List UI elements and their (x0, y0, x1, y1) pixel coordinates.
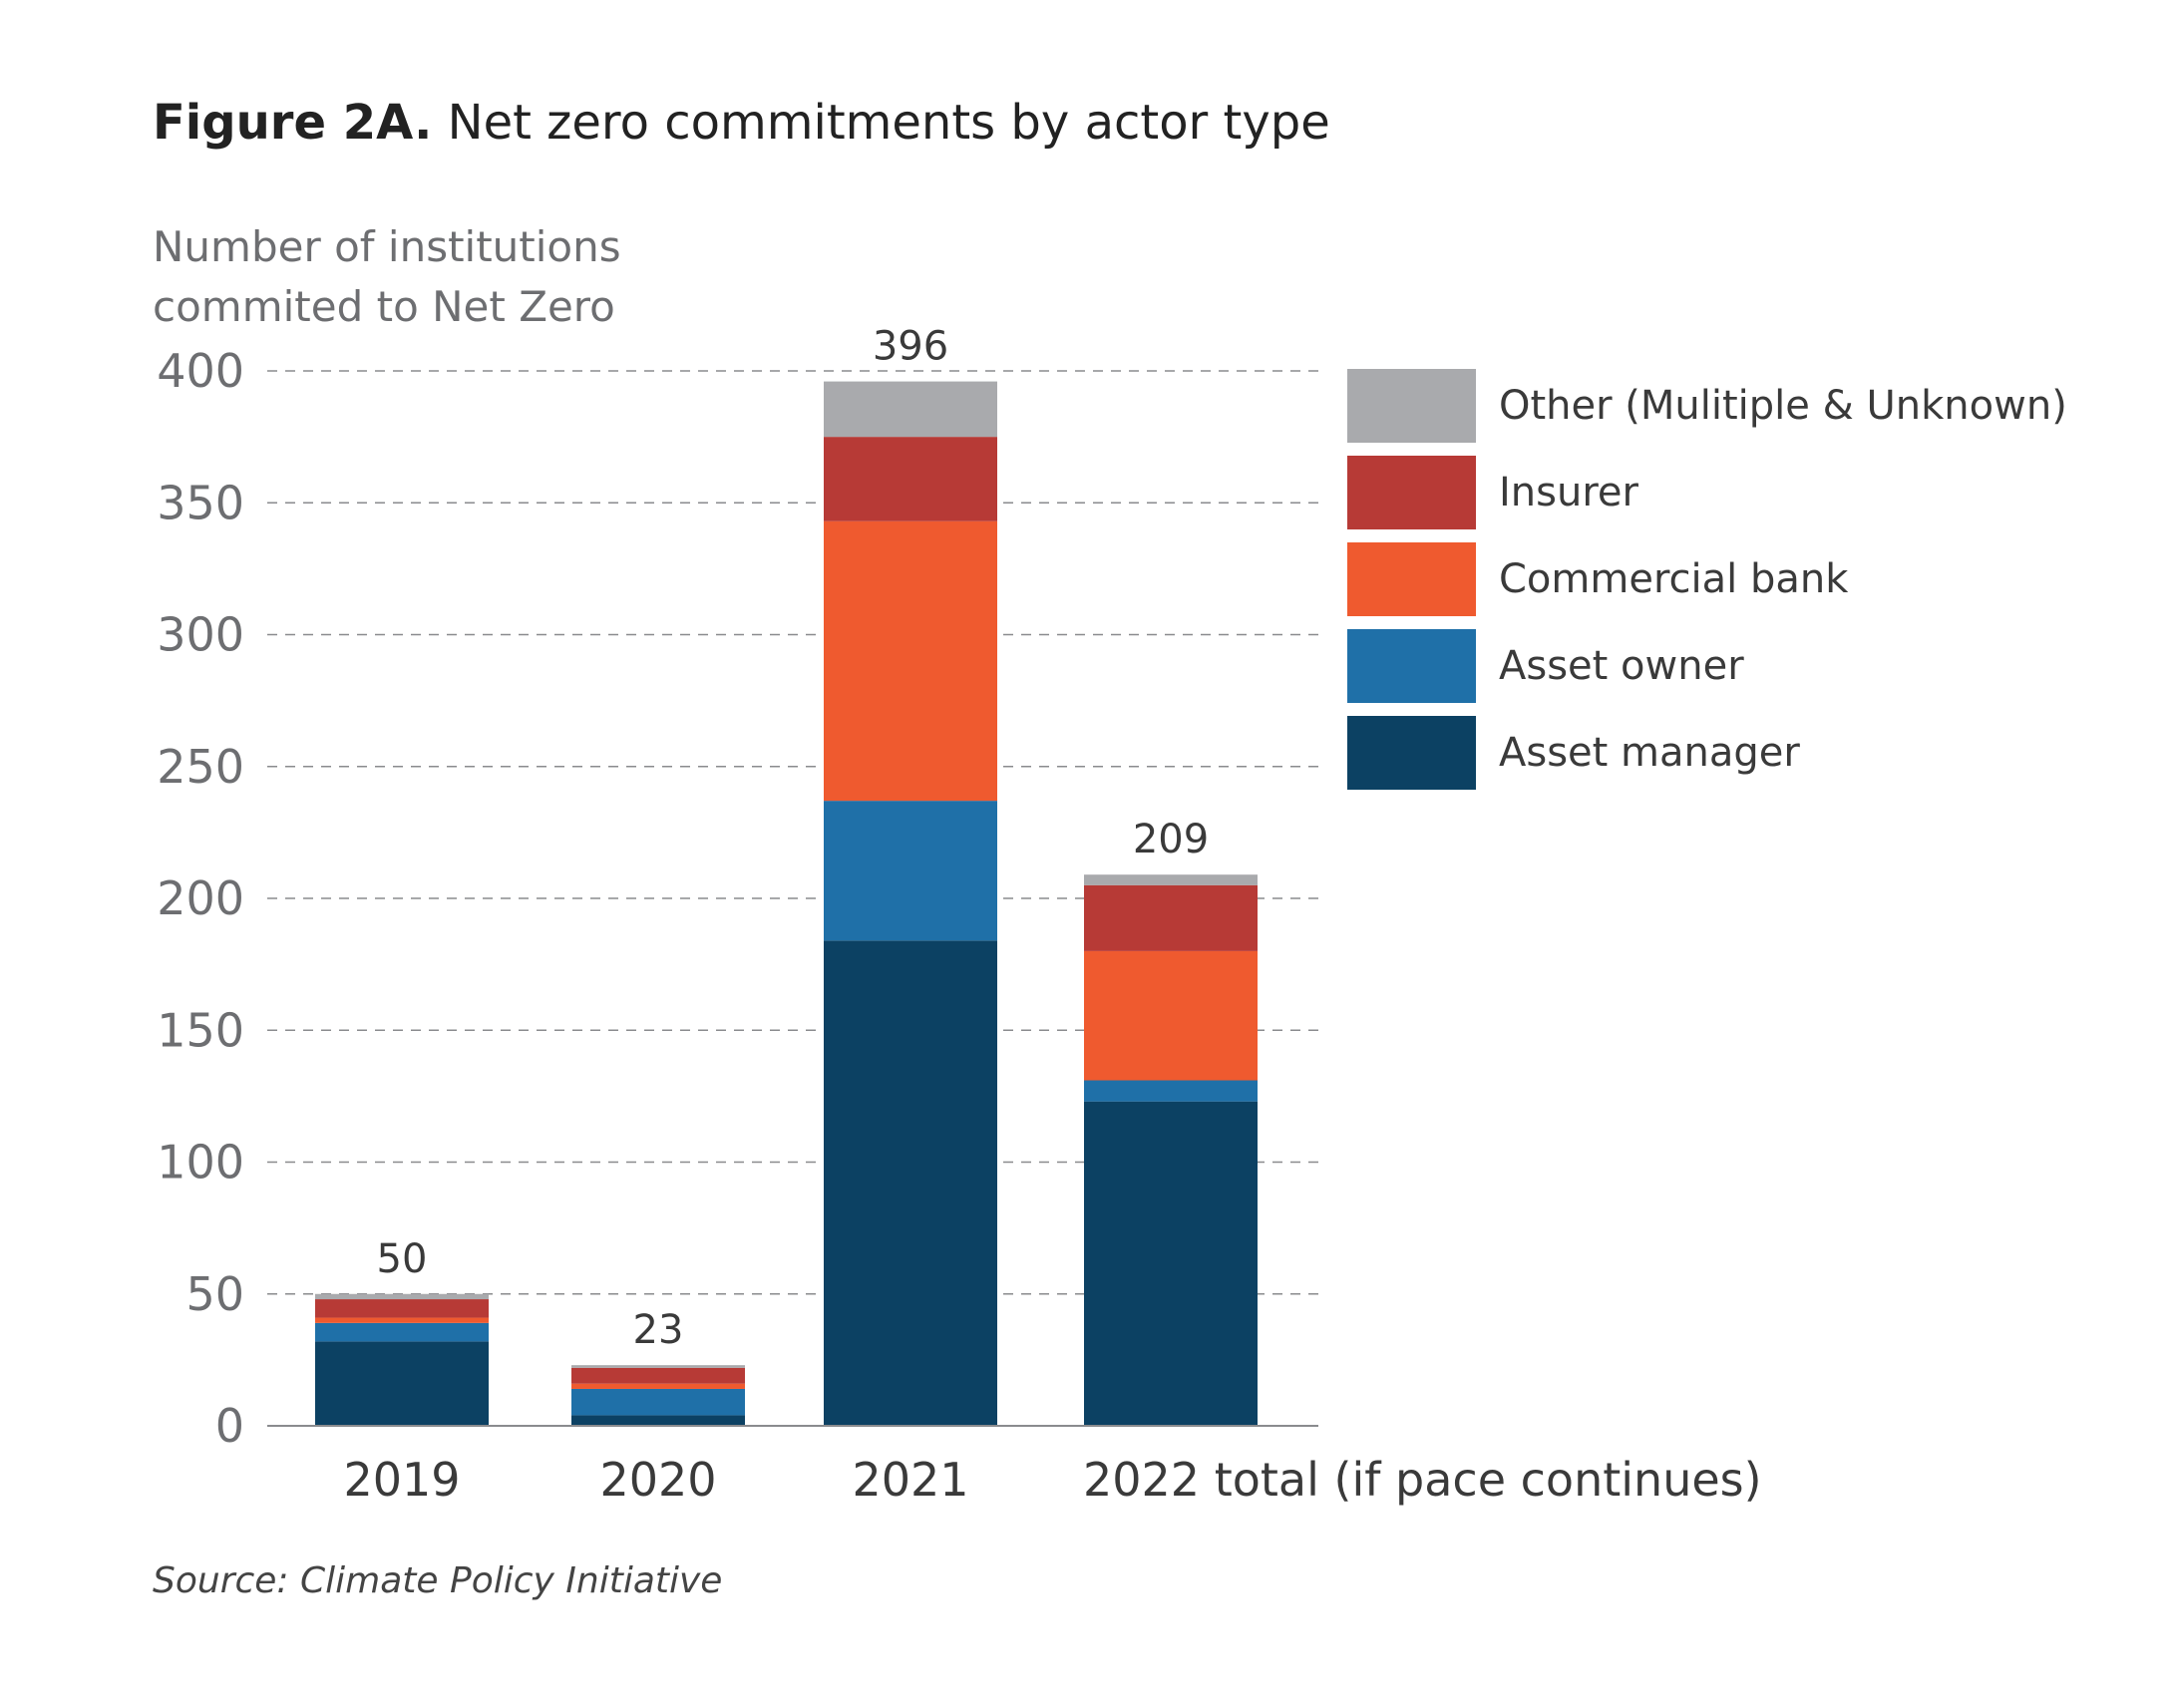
legend-swatch (1347, 456, 1476, 529)
bar-total-label: 23 (633, 1307, 684, 1353)
y-axis-label-line-1: Number of institutions (153, 222, 621, 271)
legend-label: Asset owner (1499, 643, 1744, 689)
y-tick-label-50: 50 (185, 1267, 244, 1321)
legend-item: Commercial bank (1347, 542, 2105, 616)
bar-2021-other-segment (824, 381, 997, 438)
bar-total-label: 50 (377, 1236, 428, 1282)
figure-number: Figure 2A. (153, 95, 433, 151)
bar-2020-asset-segment (571, 1388, 745, 1416)
y-axis-label: Number of institutions commited to Net Z… (153, 217, 621, 337)
bar-2020-commercial-segment (571, 1383, 745, 1389)
y-tick-label-0: 0 (215, 1399, 244, 1453)
y-tick-label-250: 250 (157, 740, 244, 794)
legend-item: Asset owner (1347, 629, 2105, 703)
bar-2022-insurer-segment (1084, 884, 1258, 951)
bar-2021-commercial-segment (824, 520, 997, 802)
legend-label: Insurer (1499, 470, 1638, 515)
chart-title: Figure 2A. Net zero commitments by actor… (153, 95, 1330, 151)
y-axis-label-line-2: commited to Net Zero (153, 282, 615, 331)
bar-2021-asset-segment (824, 940, 997, 1426)
bar-2019-other-segment (315, 1293, 489, 1300)
legend-swatch (1347, 629, 1476, 703)
bar-2019-commercial-segment (315, 1317, 489, 1323)
bar-2022-commercial-segment (1084, 950, 1258, 1081)
legend-label: Asset manager (1499, 730, 1800, 776)
legend-swatch (1347, 542, 1476, 616)
y-tick-label-200: 200 (157, 871, 244, 925)
y-tick-label-100: 100 (157, 1136, 244, 1190)
legend-swatch (1347, 716, 1476, 790)
bar-total-label: 396 (873, 324, 948, 370)
legend-label: Other (Mulitiple & Unknown) (1499, 383, 2067, 429)
bar-total-label: 209 (1133, 817, 1209, 862)
bar-2022-asset-segment (1084, 1101, 1258, 1426)
x-tick-label: 2021 (852, 1453, 968, 1507)
bar-2020-other-segment (571, 1365, 745, 1368)
bar-2019-asset-segment (315, 1341, 489, 1426)
y-tick-label-400: 400 (157, 344, 244, 398)
bar-2022-other-segment (1084, 874, 1258, 885)
y-tick-label-350: 350 (157, 476, 244, 529)
figure-title-text: Net zero commitments by actor type (447, 95, 1330, 151)
y-tick-label-150: 150 (157, 1003, 244, 1057)
x-tick-label: 2022 total (if pace continues) (1083, 1453, 1762, 1507)
legend-item: Other (Mulitiple & Unknown) (1347, 369, 2105, 443)
legend-item: Asset manager (1347, 716, 2105, 790)
legend-label: Commercial bank (1499, 556, 1849, 602)
bar-2019-insurer-segment (315, 1299, 489, 1318)
x-tick-label: 2019 (343, 1453, 460, 1507)
bar-2020-insurer-segment (571, 1367, 745, 1384)
x-tick-label: 2020 (599, 1453, 716, 1507)
bar-2021-insurer-segment (824, 437, 997, 521)
bar-2021-asset-segment (824, 801, 997, 941)
legend-swatch (1347, 369, 1476, 443)
bar-2019-asset-segment (315, 1322, 489, 1342)
legend-item: Insurer (1347, 456, 2105, 529)
bar-2022-asset-segment (1084, 1080, 1258, 1102)
y-tick-label-300: 300 (157, 608, 244, 662)
bar-2020-asset-segment (571, 1415, 745, 1426)
source-note: Source: Climate Policy Initiative (153, 1560, 723, 1601)
